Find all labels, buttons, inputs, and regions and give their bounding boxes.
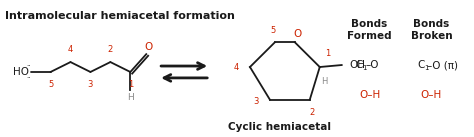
Text: –O: –O (365, 60, 379, 70)
Text: Cyclic hemiacetal: Cyclic hemiacetal (228, 122, 331, 132)
Text: OH: OH (350, 60, 365, 70)
Text: HO: HO (13, 67, 28, 77)
Text: H: H (321, 77, 328, 86)
Text: –O (π): –O (π) (428, 60, 458, 70)
Text: 2: 2 (309, 108, 314, 117)
Text: O: O (144, 42, 152, 52)
Text: 2: 2 (108, 45, 113, 54)
Text: 1: 1 (128, 80, 133, 89)
Text: 1: 1 (325, 49, 330, 58)
Text: 4: 4 (233, 62, 238, 72)
Text: 4: 4 (68, 45, 73, 54)
Text: O: O (294, 29, 302, 39)
Text: Intramolecular hemiacetal formation: Intramolecular hemiacetal formation (5, 11, 235, 21)
Text: C: C (418, 60, 425, 70)
Text: C: C (356, 60, 363, 70)
Text: ··: ·· (27, 63, 31, 69)
Text: Bonds
Formed: Bonds Formed (347, 18, 392, 41)
Text: 1: 1 (362, 65, 366, 71)
Text: 5: 5 (270, 26, 275, 35)
Text: O–H: O–H (421, 90, 442, 100)
Text: H: H (127, 93, 134, 102)
Text: Bonds
Broken: Bonds Broken (410, 18, 452, 41)
Text: 1: 1 (424, 65, 428, 71)
Text: 3: 3 (88, 80, 93, 89)
Text: ··: ·· (27, 75, 31, 81)
Text: O–H: O–H (359, 90, 380, 100)
Text: 3: 3 (253, 97, 259, 106)
Text: 5: 5 (48, 80, 53, 89)
